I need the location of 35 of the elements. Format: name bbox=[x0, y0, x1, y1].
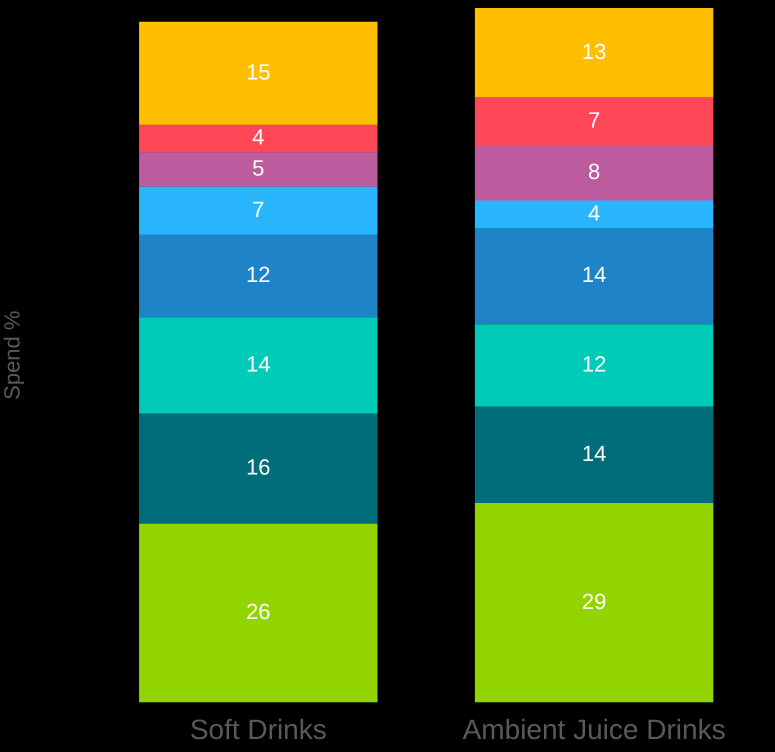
data-label: 29 bbox=[582, 588, 606, 614]
bar bbox=[139, 414, 378, 524]
data-label: 7 bbox=[588, 108, 600, 133]
data-label: 14 bbox=[582, 440, 606, 466]
data-label: 16 bbox=[246, 454, 271, 480]
data-label: 13 bbox=[582, 38, 606, 64]
data-label: 5 bbox=[252, 156, 264, 181]
bar bbox=[474, 503, 714, 702]
data-label: 12 bbox=[582, 352, 606, 377]
bar bbox=[474, 97, 714, 146]
bar bbox=[474, 406, 714, 504]
y-axis-title: Spend % bbox=[0, 310, 24, 400]
data-label: 4 bbox=[252, 124, 264, 150]
data-label: 4 bbox=[588, 200, 600, 226]
bar bbox=[474, 146, 714, 201]
bar bbox=[139, 524, 378, 702]
data-label: 15 bbox=[246, 59, 271, 84]
data-label: 26 bbox=[246, 599, 271, 624]
bar bbox=[139, 234, 378, 318]
data-label: 14 bbox=[246, 352, 271, 377]
bar bbox=[474, 324, 714, 407]
data-label: 14 bbox=[582, 262, 606, 288]
bar bbox=[139, 22, 378, 125]
bar bbox=[139, 186, 378, 235]
bar bbox=[139, 152, 378, 187]
data-label: 8 bbox=[588, 159, 600, 184]
data-label: 7 bbox=[252, 196, 264, 222]
bar bbox=[139, 317, 378, 414]
x-tick-label: Soft Drinks bbox=[190, 714, 327, 745]
x-tick-label: Ambient Juice Drinks bbox=[462, 714, 726, 745]
bar bbox=[474, 8, 714, 98]
data-label: 12 bbox=[246, 262, 271, 288]
bar bbox=[139, 124, 378, 152]
bar bbox=[474, 200, 714, 228]
bar bbox=[474, 228, 714, 324]
